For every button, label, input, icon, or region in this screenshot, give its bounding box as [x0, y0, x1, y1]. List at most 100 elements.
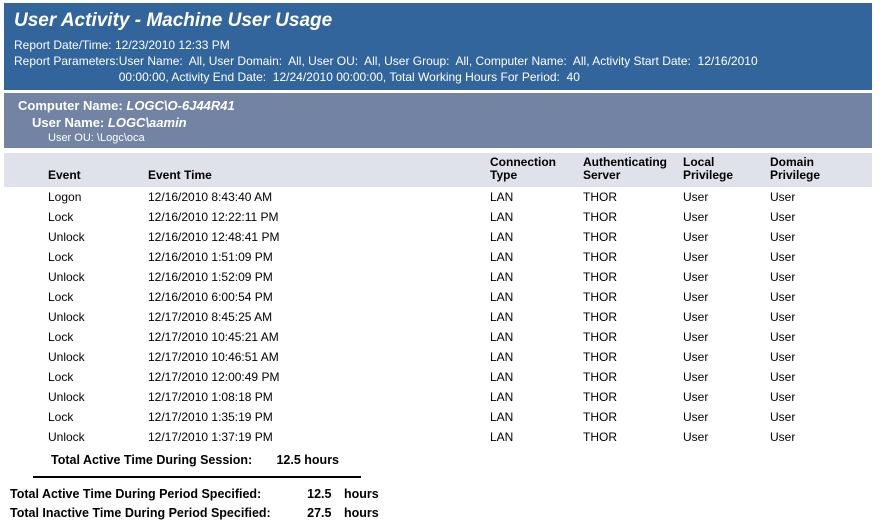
table-row: Logon 12/16/2010 8:43:40 AM LAN THOR User Use…	[4, 187, 872, 207]
table-cell: User	[683, 410, 709, 424]
table-cell: THOR	[583, 430, 617, 444]
table-cell: LAN	[490, 270, 514, 284]
table-cell: THOR	[583, 190, 617, 204]
table-cell: THOR	[583, 350, 617, 364]
table-cell: 12/17/2010 1:37:19 PM	[148, 430, 273, 444]
table-cell: LAN	[490, 310, 514, 324]
table-cell: Unlock	[48, 430, 85, 444]
event-table-body: Logon 12/16/2010 8:43:40 AM LAN THOR User Use…	[4, 187, 872, 447]
table-cell: THOR	[583, 390, 617, 404]
table-cell: 12/16/2010 1:51:09 PM	[148, 250, 273, 264]
table-cell: User	[770, 410, 796, 424]
table-cell: LAN	[490, 250, 514, 264]
session-total-label: Total Active Time During Session:	[51, 453, 253, 467]
table-row: Lock 12/17/2010 1:35:19 PM LAN THOR User User	[4, 407, 872, 427]
table-cell: THOR	[583, 410, 617, 424]
user-ou-line: User OU: \Logc\oca	[4, 131, 872, 146]
report-date-value: 12/23/2010 12:33 PM	[115, 38, 230, 52]
table-cell: User	[683, 370, 709, 384]
user-name-value: LOGC\aamin	[107, 115, 187, 130]
inactive-period-total-label: Total Inactive Time During Period Specif…	[10, 506, 271, 520]
session-total-value: 12.5 hours	[276, 453, 340, 467]
table-cell: LAN	[490, 210, 514, 224]
table-cell: User	[770, 250, 796, 264]
table-cell: User	[770, 210, 796, 224]
table-row: Unlock 12/17/2010 8:45:25 AM LAN THOR User Us…	[4, 307, 872, 327]
table-cell: User	[683, 310, 709, 324]
table-cell: LAN	[490, 390, 514, 404]
table-cell: THOR	[583, 370, 617, 384]
header-group-separator	[0, 90, 880, 93]
column-header: Authenticating Server	[583, 153, 683, 187]
active-period-total-label: Total Active Time During Period Specifie…	[10, 487, 262, 501]
table-cell: Unlock	[48, 390, 85, 404]
table-cell: LAN	[490, 370, 514, 384]
table-cell: LAN	[490, 410, 514, 424]
group-band: Computer Name: LOGC\O-6J44R41 User Name:…	[4, 93, 872, 148]
table-cell: 12/17/2010 10:45:21 AM	[148, 330, 279, 344]
totals-divider	[33, 476, 361, 478]
table-cell: THOR	[583, 250, 617, 264]
table-row: Lock 12/17/2010 12:00:49 PM LAN THOR User Use…	[4, 367, 872, 387]
table-row: Lock 12/17/2010 10:45:21 AM LAN THOR User Use…	[4, 327, 872, 347]
computer-name-label: Computer Name:	[18, 98, 123, 113]
report-parameters-value: User Name: All, User Domain: All, User O…	[118, 54, 758, 84]
report-header-band: User Activity - Machine User Usage Repor…	[4, 3, 872, 90]
report-parameters-row: Report Parameters: User Name: All, User …	[14, 53, 872, 85]
table-cell: Lock	[48, 370, 74, 384]
table-cell: User	[683, 210, 709, 224]
table-cell: User	[683, 230, 709, 244]
column-header: Event Time	[148, 153, 490, 187]
table-cell: 12/17/2010 1:35:19 PM	[148, 410, 273, 424]
report-date-label: Report Date/Time:	[14, 38, 112, 52]
table-cell: 12/17/2010 10:46:51 AM	[148, 350, 279, 364]
session-total-row: Total Active Time During Session: 12.5 h…	[0, 453, 880, 468]
table-cell: THOR	[583, 270, 617, 284]
user-ou-label: User OU:	[48, 132, 94, 144]
table-cell: Lock	[48, 410, 74, 424]
table-row: Unlock 12/17/2010 10:46:51 AM LAN THOR User U…	[4, 347, 872, 367]
table-cell: 12/17/2010 1:08:18 PM	[148, 390, 273, 404]
table-row: Lock 12/16/2010 1:51:09 PM LAN THOR User User	[4, 247, 872, 267]
active-period-total-row: Total Active Time During Period Specifie…	[10, 485, 880, 504]
table-cell: Unlock	[48, 350, 85, 364]
table-cell: User	[770, 310, 796, 324]
table-row: Unlock 12/16/2010 1:52:09 PM LAN THOR User Us…	[4, 267, 872, 287]
table-cell: User	[770, 330, 796, 344]
user-name-line: User Name: LOGC\aamin	[4, 114, 872, 131]
table-cell: Logon	[48, 190, 82, 204]
table-cell: THOR	[583, 230, 617, 244]
table-cell: User	[770, 370, 796, 384]
table-cell: 12/17/2010 12:00:49 PM	[148, 370, 280, 384]
inactive-period-total-unit: hours	[343, 506, 379, 520]
column-header: Domain Privilege	[770, 153, 872, 187]
table-cell: 12/16/2010 8:43:40 AM	[148, 190, 273, 204]
table-row: Lock 12/16/2010 12:22:11 PM LAN THOR User Use…	[4, 207, 872, 227]
table-cell: User	[683, 390, 709, 404]
table-row: Unlock 12/16/2010 12:48:41 PM LAN THOR User U…	[4, 227, 872, 247]
table-cell: User	[770, 190, 796, 204]
table-cell: Unlock	[48, 230, 85, 244]
table-cell: User	[770, 430, 796, 444]
table-cell: User	[683, 330, 709, 344]
table-cell: Lock	[48, 330, 74, 344]
table-cell: THOR	[583, 330, 617, 344]
event-table: Event Event Time Connection Type Authentica…	[4, 153, 872, 447]
table-cell: LAN	[490, 290, 514, 304]
table-cell: 12/16/2010 1:52:09 PM	[148, 270, 273, 284]
table-cell: User	[683, 430, 709, 444]
table-cell: User	[683, 190, 709, 204]
table-cell: THOR	[583, 310, 617, 324]
table-cell: User	[770, 290, 796, 304]
report-meta: Report Date/Time: 12/23/2010 12:33 PM Re…	[4, 37, 872, 85]
table-row: Unlock 12/17/2010 1:37:19 PM LAN THOR User Us…	[4, 427, 872, 447]
table-cell: Lock	[48, 210, 74, 224]
table-cell: User	[683, 290, 709, 304]
column-header: Connection Type	[490, 153, 583, 187]
computer-name-value: LOGC\O-6J44R41	[126, 98, 235, 113]
table-header-row: Event Event Time Connection Type Authentica…	[4, 153, 872, 187]
report-parameters-label: Report Parameters:	[14, 54, 119, 68]
table-cell: User	[770, 270, 796, 284]
user-name-label: User Name:	[32, 115, 105, 130]
